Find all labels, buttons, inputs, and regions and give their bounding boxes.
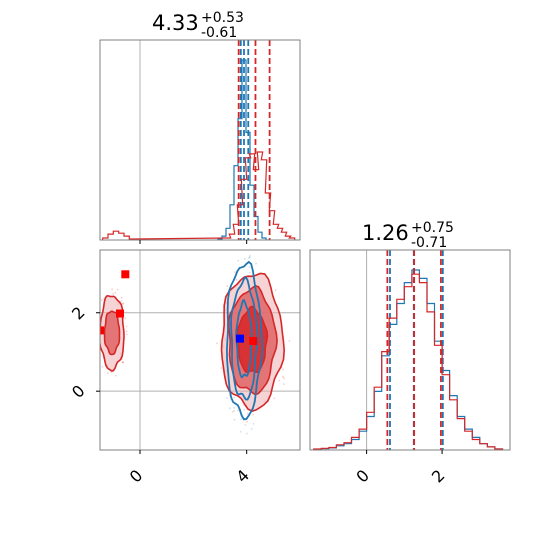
blob-2-contour-1 bbox=[230, 275, 259, 401]
param-0-x-tick-label-1: 4 bbox=[232, 466, 253, 487]
histogram-panel-param-0-frame bbox=[99, 39, 301, 241]
blob-0-sample-point bbox=[235, 278, 238, 281]
title-param-0-lower: -0.61 bbox=[201, 25, 237, 41]
blob-2-sample-point bbox=[244, 424, 247, 426]
blob-1-sample-point bbox=[124, 317, 127, 320]
blob-1-sample-point bbox=[125, 333, 128, 336]
blob-2-sample-point bbox=[229, 407, 231, 410]
scatter-panel-2d bbox=[100, 250, 300, 450]
blob-2-sample-point bbox=[247, 257, 250, 259]
blob-0-sample-point bbox=[283, 377, 285, 380]
blob-2-sample-point bbox=[248, 271, 251, 274]
title-param-1-lower: -0.71 bbox=[411, 235, 447, 251]
blob-1-sample-point bbox=[106, 372, 109, 375]
blob-2-sample-point bbox=[252, 423, 255, 425]
blob-1-sample-point bbox=[125, 330, 128, 333]
hist-param-1-series-1-step bbox=[313, 273, 504, 450]
blob-1-sample-point bbox=[100, 299, 103, 302]
blob-2-contour-2 bbox=[225, 260, 264, 421]
title-param-1-upper: +0.75 bbox=[411, 220, 454, 236]
param-0-x-tick-label-0: 0 bbox=[126, 466, 147, 487]
blob-2-sample-point bbox=[237, 259, 240, 262]
blob-2-sample-point bbox=[240, 418, 243, 421]
blob-2-sample-point bbox=[255, 262, 258, 265]
blob-0-sample-point bbox=[234, 271, 236, 273]
title-param-1: 1.26 +0.75 -0.71 bbox=[362, 220, 454, 251]
blob-0-sample-point bbox=[226, 285, 229, 287]
hist-param-0-series-1-step bbox=[102, 151, 296, 240]
title-param-0-upper: +0.53 bbox=[201, 10, 244, 26]
blob-2-sample-point bbox=[233, 407, 236, 409]
title-param-0-median: 4.33 bbox=[152, 11, 199, 35]
histogram-panel-param-1-frame bbox=[309, 249, 511, 451]
blob-0-sample-point bbox=[246, 412, 249, 415]
marker-square-1 bbox=[249, 337, 258, 345]
scatter-panel-2d-frame bbox=[99, 249, 301, 451]
blob-1-sample-point bbox=[122, 303, 124, 305]
blob-0-sample-point bbox=[273, 397, 276, 400]
blob-0-sample-point bbox=[274, 289, 277, 292]
blob-0-sample-point bbox=[278, 379, 280, 382]
marker-square-3 bbox=[116, 309, 124, 318]
hist-param-1-series-0-step bbox=[313, 269, 504, 450]
blob-2-sample-point bbox=[233, 418, 236, 421]
marker-square-0 bbox=[236, 334, 244, 343]
blob-1-sample-point bbox=[116, 288, 119, 291]
blob-2-sample-point bbox=[226, 397, 229, 399]
blob-0-sample-point bbox=[282, 368, 284, 371]
blob-0-sample-point bbox=[216, 342, 218, 345]
blob-2-sample-point bbox=[233, 396, 235, 399]
blob-1-sample-point bbox=[122, 361, 124, 364]
blob-1-sample-point bbox=[115, 374, 117, 377]
blob-0-sample-point bbox=[231, 411, 234, 413]
blob-2-sample-point bbox=[233, 409, 236, 412]
histogram-panel-param-0 bbox=[102, 40, 296, 240]
blob-1-sample-point bbox=[121, 361, 124, 364]
blob-2-sample-point bbox=[248, 266, 251, 268]
blob-2-sample-point bbox=[248, 256, 251, 259]
blob-1-sample-point bbox=[125, 325, 128, 328]
blob-1-sample-point bbox=[101, 366, 104, 368]
blob-1-sample-point bbox=[122, 361, 124, 364]
histogram-panel-param-1 bbox=[313, 250, 504, 450]
blob-1-sample-point bbox=[112, 292, 115, 295]
blob-2-sample-point bbox=[246, 432, 248, 435]
blob-1-sample-point bbox=[122, 302, 125, 305]
blob-0-sample-point bbox=[252, 413, 255, 416]
blob-0-sample-point bbox=[237, 409, 240, 412]
title-param-1-median: 1.26 bbox=[362, 221, 409, 245]
param-1-x-tick-label-1: 2 bbox=[428, 466, 449, 487]
blob-1-contour-0 bbox=[103, 310, 121, 356]
param-1-x-tick-label-0: 0 bbox=[352, 466, 373, 487]
title-param-0: 4.33 +0.53 -0.61 bbox=[152, 10, 244, 41]
blob-0-sample-point bbox=[220, 367, 223, 369]
blob-0-sample-point bbox=[246, 420, 249, 423]
blob-1-sample-point bbox=[111, 288, 114, 291]
param-1-y-tick-label-1: 2 bbox=[68, 303, 89, 324]
blob-2-sample-point bbox=[243, 258, 246, 261]
blob-1-sample-point bbox=[120, 296, 123, 299]
blob-1-sample-point bbox=[120, 300, 123, 303]
blob-2-sample-point bbox=[243, 408, 246, 411]
blob-2-sample-point bbox=[239, 430, 242, 433]
hist-param-0-series-0-step bbox=[217, 59, 270, 240]
blob-0-sample-point bbox=[282, 375, 284, 378]
blob-0-sample-point bbox=[288, 340, 291, 342]
blob-2-sample-point bbox=[248, 255, 251, 257]
blob-2-sample-point bbox=[250, 428, 253, 430]
blob-1-sample-point bbox=[114, 291, 117, 294]
marker-square-2 bbox=[121, 270, 130, 279]
blob-0-sample-point bbox=[282, 383, 285, 385]
param-1-y-tick-label-0: 0 bbox=[68, 381, 89, 402]
marker-square-4 bbox=[100, 326, 104, 335]
